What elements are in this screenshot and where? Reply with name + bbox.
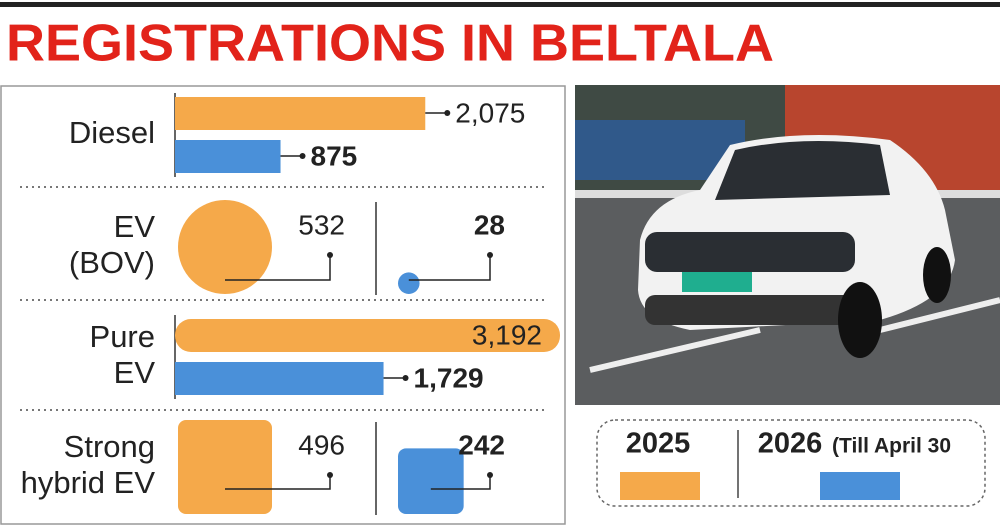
value-label: 496 xyxy=(298,429,345,460)
photo-car-bumper xyxy=(645,295,860,325)
leader-line xyxy=(225,255,331,281)
leader-dot xyxy=(327,472,333,478)
legend-border xyxy=(596,419,986,507)
photo xyxy=(575,85,1000,405)
value-label: 1,729 xyxy=(414,362,484,393)
leader-line xyxy=(408,255,491,281)
category-label: (BOV) xyxy=(69,245,155,280)
value-label: 875 xyxy=(311,140,358,171)
value-label: 3,192 xyxy=(472,319,542,350)
value-label: 2,075 xyxy=(455,97,525,128)
legend-note: (Till April 30 xyxy=(832,435,951,458)
value-label: 28 xyxy=(474,209,505,240)
photo-car-windshield xyxy=(715,141,890,200)
leader-dot xyxy=(402,375,409,381)
legend-label: 2026 xyxy=(758,428,823,460)
bubble xyxy=(398,272,420,294)
category-label: hybrid EV xyxy=(21,465,156,500)
bar xyxy=(175,140,281,173)
category-label: Strong xyxy=(64,429,155,464)
leader-line xyxy=(430,475,491,490)
photo-car-grille xyxy=(645,232,855,272)
photo-road-marking xyxy=(589,297,1000,373)
leader-dot xyxy=(487,252,493,258)
top-rule xyxy=(0,2,1000,7)
bubble xyxy=(178,200,272,294)
leader-dot xyxy=(299,153,306,159)
square xyxy=(398,448,464,514)
category-label: EV xyxy=(114,209,156,244)
legend-swatch xyxy=(820,472,900,500)
category-label: Pure xyxy=(90,319,155,354)
legend-swatch xyxy=(620,472,700,500)
legend-label: 2025 xyxy=(626,428,691,460)
bar xyxy=(175,319,560,352)
leader-line xyxy=(225,475,331,490)
legend: 2025 2026 (Till April 30 xyxy=(596,419,986,507)
square xyxy=(178,420,272,514)
leader-dot xyxy=(327,252,333,258)
value-label: 242 xyxy=(458,429,505,460)
photo-car-plate xyxy=(682,272,752,292)
panel-border xyxy=(0,85,566,525)
value-label: 532 xyxy=(298,209,345,240)
photo-car-wheel xyxy=(838,282,882,358)
chart-title: REGISTRATIONS IN BELTALA xyxy=(6,15,774,73)
leader-dot xyxy=(487,472,493,478)
photo-car-wheel xyxy=(923,247,951,303)
category-label: Diesel xyxy=(69,115,155,150)
bar xyxy=(175,97,426,130)
leader-dot xyxy=(444,110,451,116)
category-label: EV xyxy=(114,355,156,390)
bar xyxy=(175,362,384,395)
